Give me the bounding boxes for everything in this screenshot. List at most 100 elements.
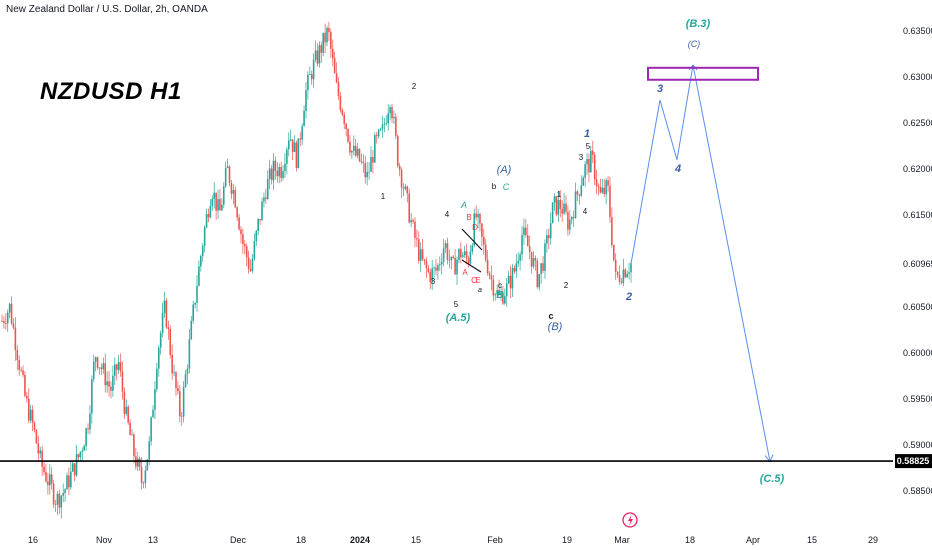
candle-body bbox=[71, 463, 74, 472]
candle-body bbox=[565, 203, 567, 213]
candle-body bbox=[398, 165, 401, 170]
candle-body bbox=[221, 204, 223, 211]
candle-body bbox=[523, 227, 525, 236]
triangle-line bbox=[461, 259, 482, 273]
candle-body bbox=[513, 267, 516, 272]
candle-body bbox=[547, 235, 550, 239]
candle-body bbox=[309, 74, 311, 75]
candle-body bbox=[599, 186, 602, 193]
candle-body bbox=[572, 217, 575, 219]
candle-body bbox=[377, 129, 380, 137]
candle-body bbox=[154, 389, 156, 410]
candle-body bbox=[245, 246, 248, 258]
wave-label: 1 bbox=[381, 192, 386, 201]
lightning-icon bbox=[628, 515, 633, 526]
projected-wave-path[interactable] bbox=[630, 64, 771, 462]
wave-label: (A.5) bbox=[446, 312, 471, 324]
candle-body bbox=[339, 96, 342, 110]
time-tick-label: 19 bbox=[562, 535, 572, 545]
candle-body bbox=[624, 269, 627, 278]
time-tick-label: Mar bbox=[614, 535, 630, 545]
candle-body bbox=[123, 391, 126, 414]
candle-body bbox=[555, 196, 558, 215]
candle-body bbox=[498, 290, 500, 295]
candle-body bbox=[333, 58, 336, 74]
candle-body bbox=[117, 361, 120, 370]
candle-body bbox=[511, 267, 514, 289]
candle-body bbox=[175, 372, 177, 389]
candle-body bbox=[490, 275, 493, 280]
candle-body bbox=[544, 243, 546, 271]
candle-body bbox=[27, 398, 30, 421]
time-tick-label: Nov bbox=[96, 535, 113, 545]
candle-body bbox=[157, 347, 160, 369]
candle-body bbox=[385, 123, 388, 125]
time-tick-label: 15 bbox=[411, 535, 421, 545]
candle-body bbox=[396, 135, 399, 166]
candle-body bbox=[110, 386, 112, 391]
candle-body bbox=[427, 268, 430, 272]
candle-body bbox=[362, 162, 365, 164]
target-zone-box[interactable] bbox=[647, 66, 759, 81]
candle-body bbox=[607, 180, 609, 186]
candle-body bbox=[115, 364, 118, 370]
candle-body bbox=[439, 264, 441, 266]
wave-label: a bbox=[478, 287, 482, 294]
candle-body bbox=[557, 199, 560, 215]
candle-body bbox=[421, 249, 424, 260]
candle-body bbox=[517, 260, 520, 264]
candle-body bbox=[5, 323, 7, 324]
candle-body bbox=[1, 320, 3, 322]
candle-body bbox=[54, 504, 57, 506]
candle-body bbox=[89, 413, 91, 430]
candle-body bbox=[465, 251, 468, 259]
candle-body bbox=[205, 214, 208, 228]
candle-body bbox=[444, 243, 447, 249]
candle-body bbox=[106, 381, 108, 386]
candle-body bbox=[140, 466, 143, 483]
candle-body bbox=[131, 434, 133, 436]
candle-body bbox=[211, 198, 214, 206]
candle-body bbox=[255, 230, 258, 242]
candle-body bbox=[263, 197, 265, 202]
candle-body bbox=[222, 186, 225, 205]
candle-body bbox=[320, 45, 323, 53]
candle-body bbox=[62, 493, 64, 496]
candle-body bbox=[26, 395, 28, 399]
triangle-line bbox=[461, 228, 483, 251]
candle-body bbox=[249, 268, 252, 271]
candle-body bbox=[133, 434, 135, 457]
candle-body bbox=[169, 329, 172, 355]
wave-labels: (B.3)(C)3412(A)(B)(A.5)(C.5)BCABDACEabcc… bbox=[381, 18, 785, 485]
candle-body bbox=[322, 32, 324, 53]
candle-body bbox=[48, 474, 51, 486]
wave-label: 5 bbox=[586, 142, 591, 151]
candle-body bbox=[391, 107, 393, 119]
candle-body bbox=[190, 320, 193, 340]
wave-label: A bbox=[462, 268, 468, 277]
candle-body bbox=[144, 470, 147, 483]
candle-body bbox=[152, 409, 154, 418]
candle-body bbox=[112, 375, 114, 391]
candle-body bbox=[456, 259, 458, 275]
time-tick-label: 18 bbox=[296, 535, 306, 545]
candle-body bbox=[192, 304, 194, 321]
candle-body bbox=[404, 186, 407, 189]
price-level-badge-label: 0.58825 bbox=[897, 456, 930, 466]
candle-body bbox=[414, 221, 416, 239]
candle-body bbox=[612, 244, 615, 260]
candle-body bbox=[521, 235, 523, 255]
candle-body bbox=[73, 463, 76, 476]
candle-body bbox=[379, 129, 382, 130]
candle-body bbox=[563, 203, 565, 214]
time-tick-label: 18 bbox=[685, 535, 695, 545]
candle-body bbox=[295, 142, 298, 169]
candle-body bbox=[347, 128, 349, 142]
candle-body bbox=[318, 45, 321, 64]
candle-body bbox=[173, 372, 175, 374]
candle-body bbox=[98, 367, 101, 369]
candle-body bbox=[184, 374, 187, 387]
candle-body bbox=[352, 145, 355, 151]
candle-body bbox=[194, 302, 196, 305]
